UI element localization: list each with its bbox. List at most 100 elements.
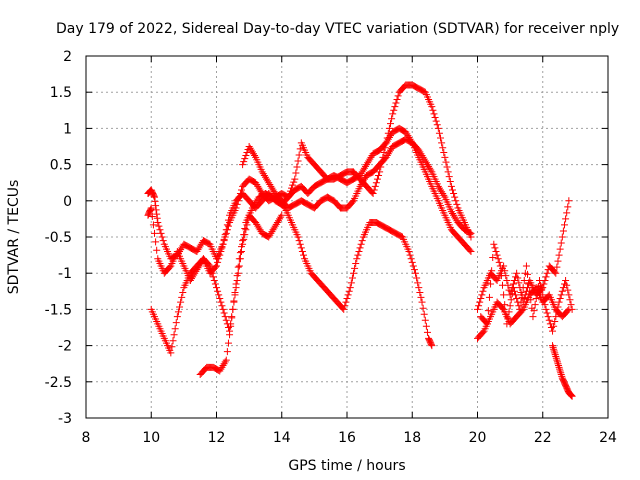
data-point-marker [356, 244, 364, 252]
data-point-marker [452, 197, 460, 205]
y-tick-label: -1.5 [45, 302, 72, 318]
data-point-marker [492, 247, 500, 255]
data-point-marker [168, 343, 176, 351]
data-point-marker [228, 313, 236, 321]
data-point-marker [344, 291, 352, 299]
data-point-marker [484, 307, 492, 315]
data-point-marker [552, 352, 560, 360]
data-point-marker [254, 182, 262, 190]
data-point-marker [556, 245, 564, 253]
data-point-marker [564, 307, 572, 315]
y-tick-label: -3 [58, 411, 72, 427]
data-point-marker [276, 215, 284, 223]
data-point-marker [443, 163, 451, 171]
data-point-marker [488, 267, 496, 275]
data-point-marker [197, 240, 205, 248]
data-point-marker [509, 284, 517, 292]
data-point-marker [427, 340, 435, 348]
data-point-marker [392, 99, 400, 107]
data-point-marker [291, 175, 299, 183]
data-point-marker [221, 313, 229, 321]
data-point-marker [440, 191, 448, 199]
data-point-marker [245, 143, 253, 150]
data-point-marker [568, 305, 576, 313]
data-point-marker [501, 301, 509, 309]
data-point-marker [555, 363, 563, 371]
data-point-marker [514, 274, 522, 282]
data-point-marker [540, 296, 548, 304]
data-point-marker [476, 298, 484, 306]
data-point-marker [266, 231, 274, 239]
data-point-marker [553, 308, 561, 316]
data-point-marker [525, 279, 533, 287]
data-point-marker [500, 291, 508, 299]
x-tick-label: 14 [273, 430, 291, 446]
data-point-marker [556, 367, 564, 375]
data-point-marker [268, 184, 276, 192]
data-point-marker [376, 168, 384, 176]
data-point-marker [235, 262, 243, 270]
data-point-marker [246, 144, 254, 152]
data-point-marker [554, 360, 562, 368]
data-point-marker [485, 293, 493, 301]
data-point-marker [503, 320, 511, 328]
data-point-marker [353, 255, 361, 263]
series-track-f [474, 197, 573, 313]
series-track-b [144, 81, 475, 284]
data-point-marker [224, 216, 232, 224]
data-point-marker [419, 153, 427, 161]
data-point-marker [444, 168, 452, 176]
data-point-marker [445, 173, 453, 181]
data-point-marker [270, 224, 278, 232]
data-point-marker [236, 255, 244, 263]
y-tick-labels: 2 1.5 1 0.5 0 -0.5 -1 -1.5 -2 -2.5 -3 [45, 49, 72, 427]
data-point-marker [222, 226, 230, 234]
data-point-marker [346, 284, 354, 292]
data-point-marker [172, 319, 180, 327]
data-point-marker [539, 291, 547, 299]
x-tick-label: 18 [403, 430, 421, 446]
data-point-marker [193, 247, 201, 255]
data-point-marker [348, 198, 356, 206]
data-point-marker [148, 212, 156, 220]
data-point-marker [416, 289, 424, 297]
data-point-marker [359, 177, 367, 185]
data-point-marker [384, 150, 392, 158]
data-point-marker [380, 149, 388, 157]
data-point-marker [566, 296, 574, 304]
data-point-marker [242, 226, 250, 234]
data-point-marker [241, 225, 249, 233]
data-point-marker [357, 181, 365, 189]
data-point-marker [448, 186, 456, 194]
data-point-marker [383, 134, 391, 142]
y-tick-label: 0 [63, 194, 72, 210]
data-point-marker [403, 130, 411, 138]
data-point-marker [364, 159, 372, 167]
data-point-marker [167, 349, 175, 357]
data-point-marker [428, 103, 436, 111]
data-point-marker [369, 190, 377, 198]
data-point-marker [253, 181, 261, 189]
data-point-marker [501, 267, 509, 275]
data-point-marker [249, 150, 257, 158]
data-point-marker [564, 203, 572, 211]
data-point-marker [205, 261, 213, 269]
data-point-marker [402, 128, 410, 136]
data-point-marker [189, 273, 197, 281]
data-point-marker [489, 254, 497, 262]
data-point-marker [292, 169, 300, 177]
data-point-marker [296, 145, 304, 153]
data-point-marker [420, 310, 428, 318]
data-point-marker [255, 184, 263, 192]
y-tick-label: -0.5 [45, 230, 72, 246]
data-point-marker [532, 295, 540, 303]
data-point-marker [239, 240, 247, 248]
data-point-marker [437, 134, 445, 142]
data-point-marker [425, 162, 433, 170]
data-point-marker [288, 184, 296, 192]
data-point-marker [258, 168, 266, 176]
data-point-marker [298, 247, 306, 255]
data-point-marker [277, 213, 285, 221]
data-point-marker [550, 345, 558, 353]
data-point-marker [448, 209, 456, 217]
